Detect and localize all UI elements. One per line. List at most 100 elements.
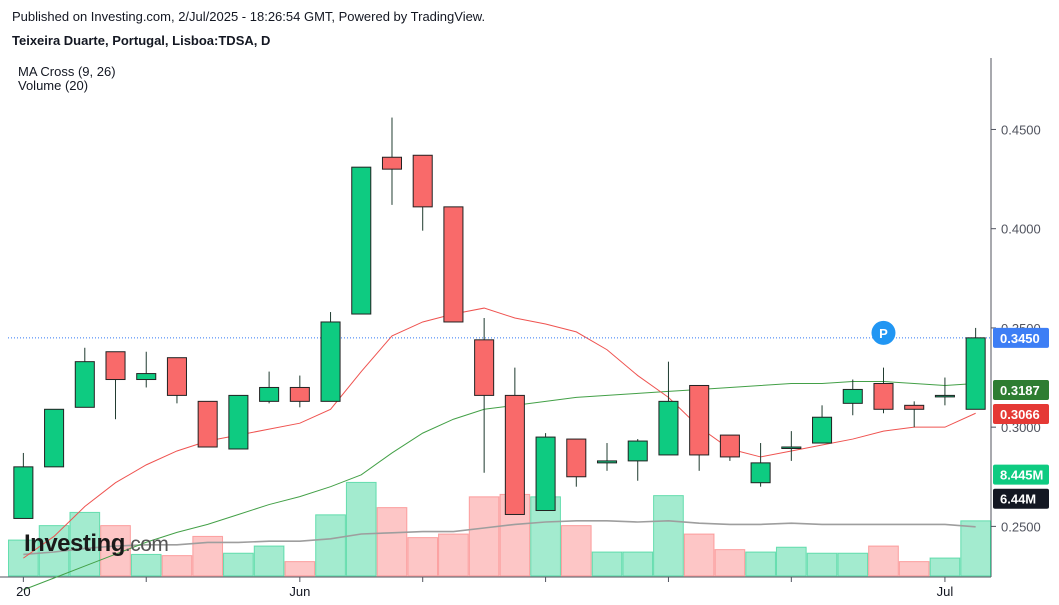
candle-down — [443, 206, 464, 323]
published-info: Published on Investing.com, 2/Jul/2025 -… — [12, 9, 486, 24]
volume-bar — [653, 495, 684, 577]
candle-up — [74, 347, 95, 408]
volume-bar — [161, 555, 193, 577]
candle-up — [44, 408, 65, 468]
time-tick-label: Jun — [289, 584, 310, 599]
candle-body — [535, 436, 556, 512]
candle-up — [136, 351, 157, 388]
volume-bar — [130, 553, 162, 577]
logo-domain: .com — [124, 533, 169, 556]
volume-bar — [868, 545, 899, 577]
candle-up — [658, 361, 679, 456]
candle-body — [44, 408, 65, 468]
candle-up — [842, 379, 863, 416]
candle-body — [812, 416, 833, 444]
candle-body — [13, 466, 34, 519]
volume-ma-label-text: 6.44M — [1000, 492, 1036, 507]
ma-slow-label-bg — [993, 380, 1049, 401]
candle-body — [136, 373, 157, 381]
candle-body — [74, 361, 95, 408]
ma-fast-label: 0.3066 — [993, 404, 1049, 425]
candle-down — [197, 400, 218, 448]
candle-up — [596, 443, 618, 471]
candle-up — [535, 433, 556, 512]
candle-body — [781, 446, 802, 449]
candle-down — [166, 357, 187, 404]
volume-bar — [898, 561, 930, 577]
candle-up — [934, 377, 955, 406]
volume-ma-label: 6.44M — [993, 488, 1049, 509]
candle-down — [381, 117, 403, 205]
indicator-ma-cross[interactable]: MA Cross (9, 26) — [18, 64, 116, 79]
candle-body — [443, 206, 464, 323]
ma-fast-label-text: 0.3066 — [1000, 407, 1040, 422]
p-marker-label: P — [879, 326, 888, 341]
candle-up — [750, 443, 771, 487]
volume-ma-line — [23, 519, 976, 556]
candle-down — [873, 367, 894, 414]
volume-bar — [284, 561, 316, 577]
indicator-volume[interactable]: Volume (20) — [18, 78, 89, 93]
price-tick-label: 0.2500 — [1001, 519, 1041, 534]
volume-bar — [223, 552, 254, 577]
volume-bar — [438, 533, 469, 577]
candle-up — [228, 394, 249, 450]
volume-bar — [253, 545, 285, 577]
candle-body — [873, 382, 894, 410]
volume-bar — [806, 552, 838, 577]
volume-label: 8.445M — [993, 464, 1049, 485]
price-tick-label: 0.4000 — [1001, 222, 1041, 237]
volume-bar — [69, 511, 101, 577]
candle-body — [105, 351, 126, 381]
candle-body — [566, 438, 587, 478]
volume-bar — [591, 551, 623, 577]
candle-body — [412, 154, 433, 208]
investing-logo: Investing.com — [24, 530, 169, 558]
candle-body — [197, 400, 218, 448]
p-marker-circle — [871, 320, 896, 345]
candle-body — [474, 339, 495, 396]
volume-bar — [960, 520, 991, 577]
candle-down — [474, 318, 495, 473]
volume-label-bg — [993, 464, 1049, 485]
ma-slow-label-text: 0.3187 — [1000, 383, 1040, 398]
candle-up — [351, 166, 372, 315]
symbol-title: Teixeira Duarte, Portugal, Lisboa:TDSA, … — [12, 33, 271, 48]
candle-up — [965, 327, 986, 410]
candle-body — [719, 434, 740, 458]
volume-bar — [468, 496, 500, 577]
volume-label-text: 8.445M — [1000, 468, 1043, 483]
candle-body — [750, 462, 771, 484]
candle-body — [596, 460, 618, 464]
last-price-label: 0.3450 — [993, 327, 1049, 348]
volume-ma-label-bg — [993, 488, 1049, 509]
candle-body — [320, 321, 341, 402]
volume-bar — [837, 552, 869, 577]
candle-up — [13, 452, 34, 519]
candle-down — [566, 438, 587, 487]
candle-up — [627, 439, 648, 481]
volume-bar — [315, 514, 346, 577]
volume-bar — [714, 549, 746, 577]
candle-body — [934, 394, 955, 398]
candle-down — [904, 401, 925, 428]
candle-body — [627, 440, 648, 462]
candle-up — [320, 312, 341, 402]
ma-slow-label: 0.3187 — [993, 380, 1049, 401]
ma-fast-label-bg — [993, 404, 1049, 425]
price-tick-label: 0.4500 — [1001, 122, 1041, 137]
volume-bar — [407, 537, 439, 577]
volume-bar — [376, 507, 408, 577]
time-tick-label: 20 — [16, 584, 30, 599]
time-tick-label: Jul — [937, 584, 954, 599]
candle-down — [289, 375, 310, 408]
candle-down — [412, 154, 433, 231]
ma-slow-line — [23, 381, 976, 591]
candle-up — [812, 405, 833, 444]
candle-body — [228, 394, 249, 450]
ma-fast-line — [23, 307, 976, 559]
candle-body — [259, 386, 280, 402]
last-price-label-bg — [993, 327, 1049, 348]
candle-body — [504, 394, 525, 515]
